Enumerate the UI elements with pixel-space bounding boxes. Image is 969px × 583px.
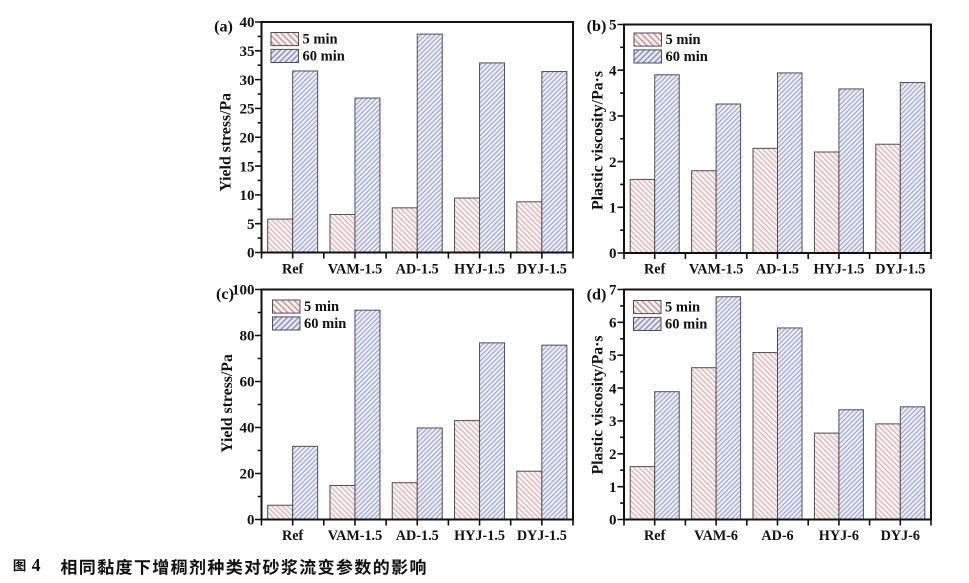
svg-text:20: 20 [240,130,255,146]
svg-text:Ref: Ref [644,528,666,544]
svg-text:5 min: 5 min [665,300,700,316]
svg-text:60 min: 60 min [665,316,707,332]
svg-text:80: 80 [240,329,255,345]
svg-text:5 min: 5 min [304,299,339,315]
svg-text:Plastic viscosity/Pa·s: Plastic viscosity/Pa·s [589,335,606,474]
svg-text:20: 20 [240,467,255,483]
svg-text:Ref: Ref [282,262,304,278]
svg-text:1: 1 [609,480,617,496]
svg-text:VAM-6: VAM-6 [694,528,738,544]
svg-text:5 min: 5 min [666,32,701,48]
svg-text:DYJ-1.5: DYJ-1.5 [875,262,925,278]
svg-text:(b): (b) [587,17,607,35]
svg-text:3: 3 [609,414,617,430]
svg-text:HYJ-6: HYJ-6 [819,528,859,544]
svg-text:15: 15 [240,159,255,175]
svg-text:35: 35 [240,44,255,60]
svg-text:7: 7 [609,283,617,299]
svg-text:AD-6: AD-6 [761,528,793,544]
svg-text:DYJ-1.5: DYJ-1.5 [517,528,567,544]
svg-text:DYJ-6: DYJ-6 [881,528,920,544]
svg-text:0: 0 [247,513,255,529]
svg-text:60 min: 60 min [304,316,346,332]
svg-text:2: 2 [609,155,617,171]
svg-text:0: 0 [609,246,617,262]
svg-text:(c): (c) [216,285,234,303]
svg-text:40: 40 [240,421,255,437]
svg-text:AD-1.5: AD-1.5 [396,262,439,278]
svg-text:Ref: Ref [282,528,304,544]
svg-text:5 min: 5 min [303,32,338,48]
svg-text:0: 0 [609,513,617,529]
svg-text:2: 2 [609,447,617,463]
svg-text:HYJ-1.5: HYJ-1.5 [454,528,505,544]
svg-text:Plastic viscosity/Pa·s: Plastic viscosity/Pa·s [589,71,606,210]
svg-text:4: 4 [609,63,617,79]
svg-text:4: 4 [32,555,41,575]
svg-text:5: 5 [609,348,617,364]
svg-text:40: 40 [240,15,255,31]
svg-text:VAM-1.5: VAM-1.5 [328,262,383,278]
svg-text:1: 1 [609,201,617,217]
svg-text:HYJ-1.5: HYJ-1.5 [813,262,864,278]
svg-text:5: 5 [609,18,617,34]
svg-text:30: 30 [240,73,255,89]
svg-text:Ref: Ref [644,262,666,278]
svg-text:4: 4 [609,381,617,397]
svg-text:5: 5 [247,217,255,233]
svg-text:100: 100 [232,283,255,299]
svg-text:AD-1.5: AD-1.5 [756,262,799,278]
svg-text:(a): (a) [214,18,233,36]
svg-text:Yield stress/Pa: Yield stress/Pa [218,93,235,192]
svg-text:(d): (d) [587,286,607,304]
svg-text:DYJ-1.5: DYJ-1.5 [517,262,567,278]
svg-text:6: 6 [609,316,617,332]
svg-text:60: 60 [240,375,255,391]
svg-text:3: 3 [609,109,617,125]
svg-text:60 min: 60 min [666,49,708,65]
svg-text:AD-1.5: AD-1.5 [396,528,439,544]
svg-text:25: 25 [240,102,255,118]
svg-text:VAM-1.5: VAM-1.5 [328,528,383,544]
svg-text:HYJ-1.5: HYJ-1.5 [454,262,505,278]
svg-text:Yield stress/Pa: Yield stress/Pa [219,354,236,453]
svg-text:10: 10 [240,188,255,204]
svg-text:60 min: 60 min [303,48,345,64]
svg-text:0: 0 [247,246,255,262]
svg-text:VAM-1.5: VAM-1.5 [689,262,744,278]
